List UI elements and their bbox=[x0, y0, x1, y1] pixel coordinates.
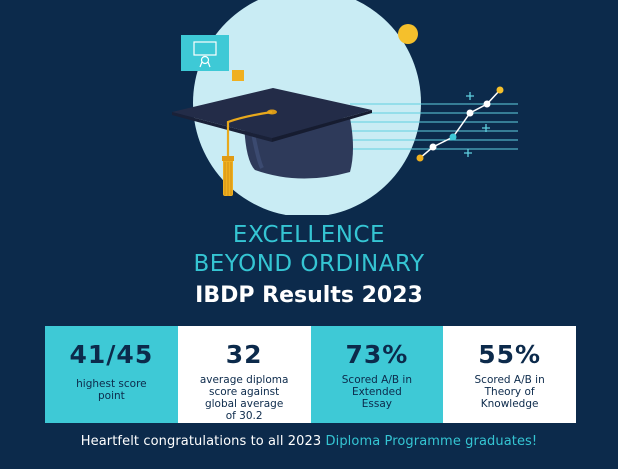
stat-label: Scored A/B in Theory of Knowledge bbox=[474, 374, 545, 410]
hero-illustration bbox=[172, 0, 518, 215]
stats-row: 41/45 highest score point 32 average dip… bbox=[45, 326, 576, 423]
footer-highlight: Diploma Programme graduates! bbox=[325, 434, 538, 449]
headline-beyond-ordinary: BEYOND ORDINARY bbox=[193, 251, 425, 277]
page-title: IBDP Results 2023 bbox=[195, 283, 423, 308]
congratulations-message: Heartfelt congratulations to all 2023 Di… bbox=[0, 434, 618, 449]
headline-excellence: EXCELLENCE bbox=[232, 222, 386, 248]
line-graph-icon bbox=[350, 86, 518, 162]
stat-value: 41/45 bbox=[69, 340, 154, 369]
stat-label: average diploma score against global ave… bbox=[199, 374, 289, 422]
stat-value: 55% bbox=[478, 340, 542, 369]
orange-square bbox=[232, 70, 244, 81]
stat-card-extended-essay: 73% Scored A/B in Extended Essay bbox=[310, 326, 444, 423]
stat-value: 32 bbox=[225, 340, 263, 369]
stat-value: 73% bbox=[345, 340, 409, 369]
stat-label: Scored A/B in Extended Essay bbox=[341, 374, 412, 410]
graduation-cap-icon bbox=[172, 88, 372, 196]
stat-label: highest score point bbox=[76, 378, 147, 402]
stat-card-average-score: 32 average diploma score against global … bbox=[177, 326, 311, 423]
certificate-icon bbox=[181, 35, 229, 71]
stat-card-highest-score: 41/45 highest score point bbox=[45, 326, 178, 423]
stat-card-theory-of-knowledge: 55% Scored A/B in Theory of Knowledge bbox=[443, 326, 576, 423]
footer-text: Heartfelt congratulations to all 2023 bbox=[80, 434, 326, 449]
yellow-dot bbox=[398, 24, 418, 44]
